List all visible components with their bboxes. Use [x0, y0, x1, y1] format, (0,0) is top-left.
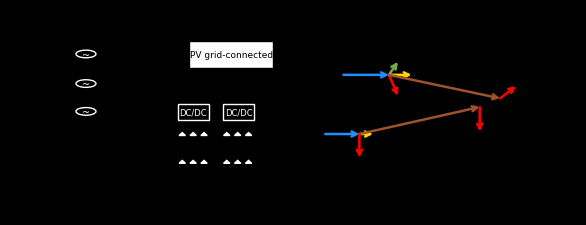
Text: ~: ~	[82, 108, 90, 118]
Text: PV grid-connected: PV grid-connected	[189, 51, 272, 60]
Text: DC/DC: DC/DC	[179, 108, 207, 117]
Polygon shape	[190, 161, 196, 164]
Polygon shape	[179, 133, 185, 136]
Text: DC/DC: DC/DC	[225, 108, 253, 117]
Bar	[223, 105, 254, 121]
Polygon shape	[234, 133, 241, 136]
Polygon shape	[190, 133, 196, 136]
Text: ~: ~	[82, 51, 90, 61]
Polygon shape	[201, 161, 207, 164]
Polygon shape	[201, 133, 207, 136]
Polygon shape	[234, 161, 241, 164]
Bar	[189, 42, 273, 69]
Bar	[178, 105, 209, 121]
Polygon shape	[246, 161, 252, 164]
Text: ~: ~	[82, 80, 90, 90]
Polygon shape	[224, 161, 230, 164]
Polygon shape	[179, 161, 185, 164]
Polygon shape	[224, 133, 230, 136]
Polygon shape	[246, 133, 252, 136]
